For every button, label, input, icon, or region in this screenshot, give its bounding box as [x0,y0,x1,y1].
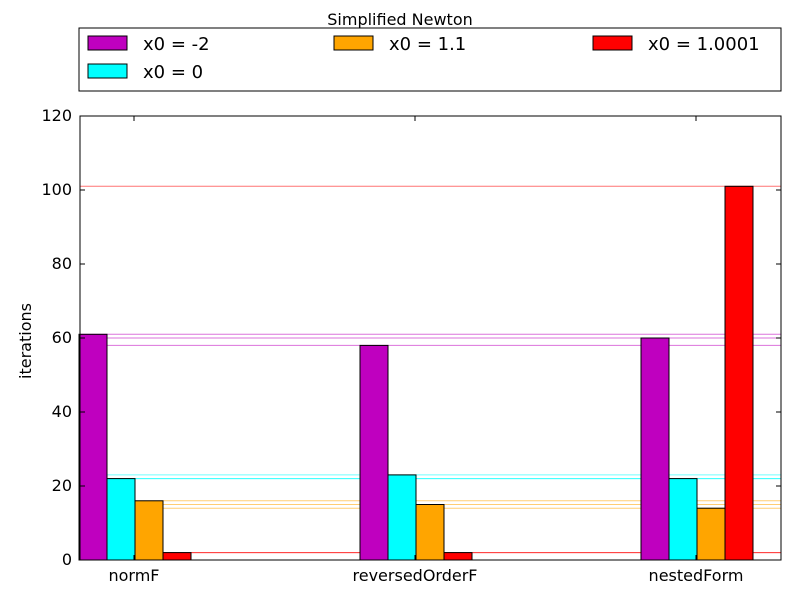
legend-swatch [87,63,128,79]
legend-label: x0 = 0 [143,62,203,83]
bar [162,552,192,561]
y-axis: 0 20 40 60 80 100 120 [41,106,781,569]
bar [106,478,136,561]
bar [359,344,389,561]
y-tick-label: 80 [52,254,72,273]
bar [443,552,473,561]
legend-label: x0 = 1.1 [389,34,466,55]
x-tick-label: normF [108,566,159,585]
bar [134,500,164,561]
legend-swatch [592,35,633,51]
y-tick-label: 120 [41,106,72,125]
legend-swatch [87,35,128,51]
y-tick-label: 20 [52,476,72,495]
bar [387,474,417,561]
x-axis: normF reversedOrderF nestedForm [108,116,743,585]
bars [78,185,754,561]
legend-label: x0 = -2 [143,34,210,55]
y-tick-label: 60 [52,328,72,347]
y-axis-label: iterations [16,303,35,379]
x-tick-label: nestedForm [649,566,744,585]
chart-title: Simplified Newton [327,10,473,29]
bar [415,504,445,561]
x-tick-label: reversedOrderF [353,566,478,585]
legend: x0 = -2 x0 = 0 x0 = 1.1 x0 = 1.0001 [78,27,782,92]
legend-swatch [333,35,374,51]
y-tick-label: 100 [41,180,72,199]
bar [78,333,108,561]
bar [724,185,754,561]
y-tick-label: 40 [52,402,72,421]
y-tick-label: 0 [62,550,72,569]
bar [668,478,698,561]
legend-label: x0 = 1.0001 [648,34,760,55]
bar [696,507,726,561]
bar [640,337,670,561]
legend-box [78,27,782,92]
